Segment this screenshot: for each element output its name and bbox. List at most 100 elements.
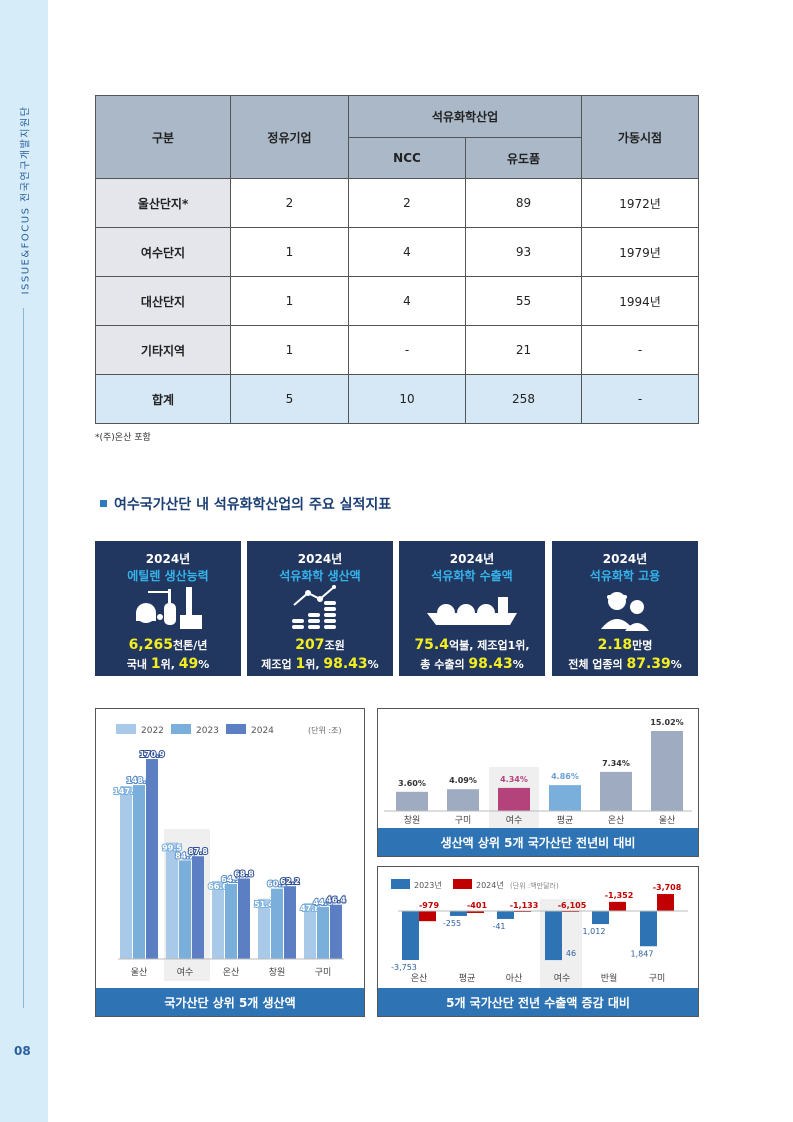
bar	[179, 860, 191, 959]
industry-table: 구분 정유기업 석유화학산업 가동시점 NCC 유도품 울산단지* 2 2 89 1972년 여수…	[95, 95, 699, 424]
lng-ship-icon	[399, 584, 545, 636]
table-cell: 5	[230, 374, 349, 424]
card-year: 2024년	[145, 552, 191, 566]
x-tick-label: 아산	[506, 973, 523, 984]
data-label: 62.2	[280, 877, 300, 886]
card-text: 제조업	[261, 658, 296, 671]
growth-chart: 3.60% 창원 4.09% 구미 4.34% 여수 4.86% 평균 7.34% 온산 15.02…	[377, 708, 699, 857]
unit-label: (단위 :백만달러)	[510, 881, 559, 890]
card-unit: 조원	[324, 639, 345, 652]
bar	[497, 911, 514, 919]
data-label: 1,847	[631, 949, 654, 958]
bar	[271, 888, 283, 959]
table-cell: 258	[465, 374, 582, 424]
table-cell: -	[581, 325, 699, 375]
x-tick-label: 창원	[404, 815, 421, 826]
divider	[23, 308, 24, 1008]
card-text: 총 수출의	[420, 658, 469, 671]
row-label: 울산단지*	[95, 178, 231, 228]
data-label: 66.6	[208, 882, 228, 891]
legend-swatch	[391, 879, 410, 889]
table-cell: 1994년	[581, 276, 699, 326]
x-tick-label: 구미	[649, 973, 666, 984]
legend-label: 2023	[196, 726, 219, 736]
sidebar-title: ISSUE&FOCUS 전국연구개발지원단	[20, 105, 32, 295]
x-tick-label: 온산	[223, 967, 240, 978]
card-rank: 1	[150, 656, 161, 672]
bar	[133, 785, 145, 959]
x-tick-label: 구미	[455, 815, 472, 826]
card-unit: 천톤/년	[172, 639, 208, 652]
bar	[450, 911, 467, 916]
card-rank: 1	[295, 656, 306, 672]
bar	[166, 842, 178, 959]
table-cell: -	[581, 374, 699, 424]
bar	[120, 786, 132, 959]
data-label: 60.1	[267, 880, 287, 889]
legend-swatch	[171, 724, 191, 734]
table-note: *(주)온산 포함	[95, 433, 151, 443]
bar	[146, 759, 158, 959]
table-cell: 2	[348, 178, 466, 228]
data-label: 3.60%	[398, 779, 426, 788]
data-label: 46.4	[326, 896, 346, 905]
card-value: 207	[295, 637, 325, 653]
x-tick-label: 평균	[459, 973, 476, 984]
bar	[192, 856, 204, 959]
bar	[498, 787, 530, 811]
card-title: 석유화학 고용	[589, 569, 661, 583]
card-percent: 98.43	[468, 656, 513, 672]
table-cell: 55	[465, 276, 582, 326]
bar	[317, 906, 329, 959]
card-text: 위,	[305, 658, 324, 671]
data-label: 47.8	[300, 904, 320, 913]
bar	[402, 911, 419, 960]
data-label: 51.4	[254, 900, 274, 909]
table-cell: 4	[348, 227, 466, 277]
data-label: -1,133	[510, 901, 539, 910]
table-row: 울산단지* 2 2 89 1972년	[95, 178, 699, 228]
legend-swatch	[226, 724, 246, 734]
card-title: 석유화학 수출액	[431, 569, 513, 583]
production-chart: 2022 2023 2024 (단위 :조) 147.7 148.6 170.9 울산 99.5…	[95, 708, 365, 1017]
data-label: 4.34%	[500, 775, 528, 784]
kpi-card: 2024년 석유화학 고용 2.18만명 전체 업종의 87.39%	[552, 541, 698, 676]
data-label: -979	[419, 901, 439, 910]
card-text: %	[367, 658, 379, 671]
bar	[657, 894, 674, 911]
header-start: 가동시점	[581, 95, 699, 179]
x-tick-label: 여수	[177, 966, 194, 978]
bar	[284, 886, 296, 959]
data-label: 46	[566, 949, 576, 958]
table-row: 기타지역 1-21-	[95, 325, 699, 375]
card-percent: 49	[178, 656, 199, 672]
data-label: 148.6	[126, 776, 152, 785]
card-percent: 98.43	[323, 656, 368, 672]
factory-icon	[95, 584, 241, 636]
chart-caption: 국가산단 상위 5개 생산액	[96, 988, 364, 1016]
workers-icon	[552, 584, 698, 636]
data-label: -1,352	[605, 891, 634, 900]
legend-label: 2022	[141, 726, 164, 736]
card-unit: 억불, 제조업1위,	[448, 639, 530, 652]
bar	[545, 911, 562, 961]
table-cell: 1	[230, 325, 349, 375]
data-label: 1,012	[583, 927, 606, 936]
kpi-card: 2024년 석유화학 수출액 75.4억불, 제조업1위, 총 수출의 98.43%	[399, 541, 545, 676]
bar	[640, 911, 657, 947]
data-label: 170.9	[139, 750, 165, 759]
data-label: 44.6	[313, 898, 333, 907]
table-cell: 1972년	[581, 178, 699, 228]
bar	[225, 883, 237, 959]
bar	[467, 911, 484, 913]
legend-label: 2024	[251, 726, 274, 736]
card-percent: 87.39	[626, 656, 671, 672]
card-value: 2.18	[597, 637, 633, 653]
card-value: 6,265	[128, 637, 173, 653]
card-year: 2024년	[297, 552, 343, 566]
x-tick-label: 구미	[315, 967, 332, 978]
x-tick-label: 울산	[659, 815, 676, 826]
card-year: 2024년	[449, 552, 495, 566]
table-cell: 89	[465, 178, 582, 228]
table-cell: 10	[348, 374, 466, 424]
